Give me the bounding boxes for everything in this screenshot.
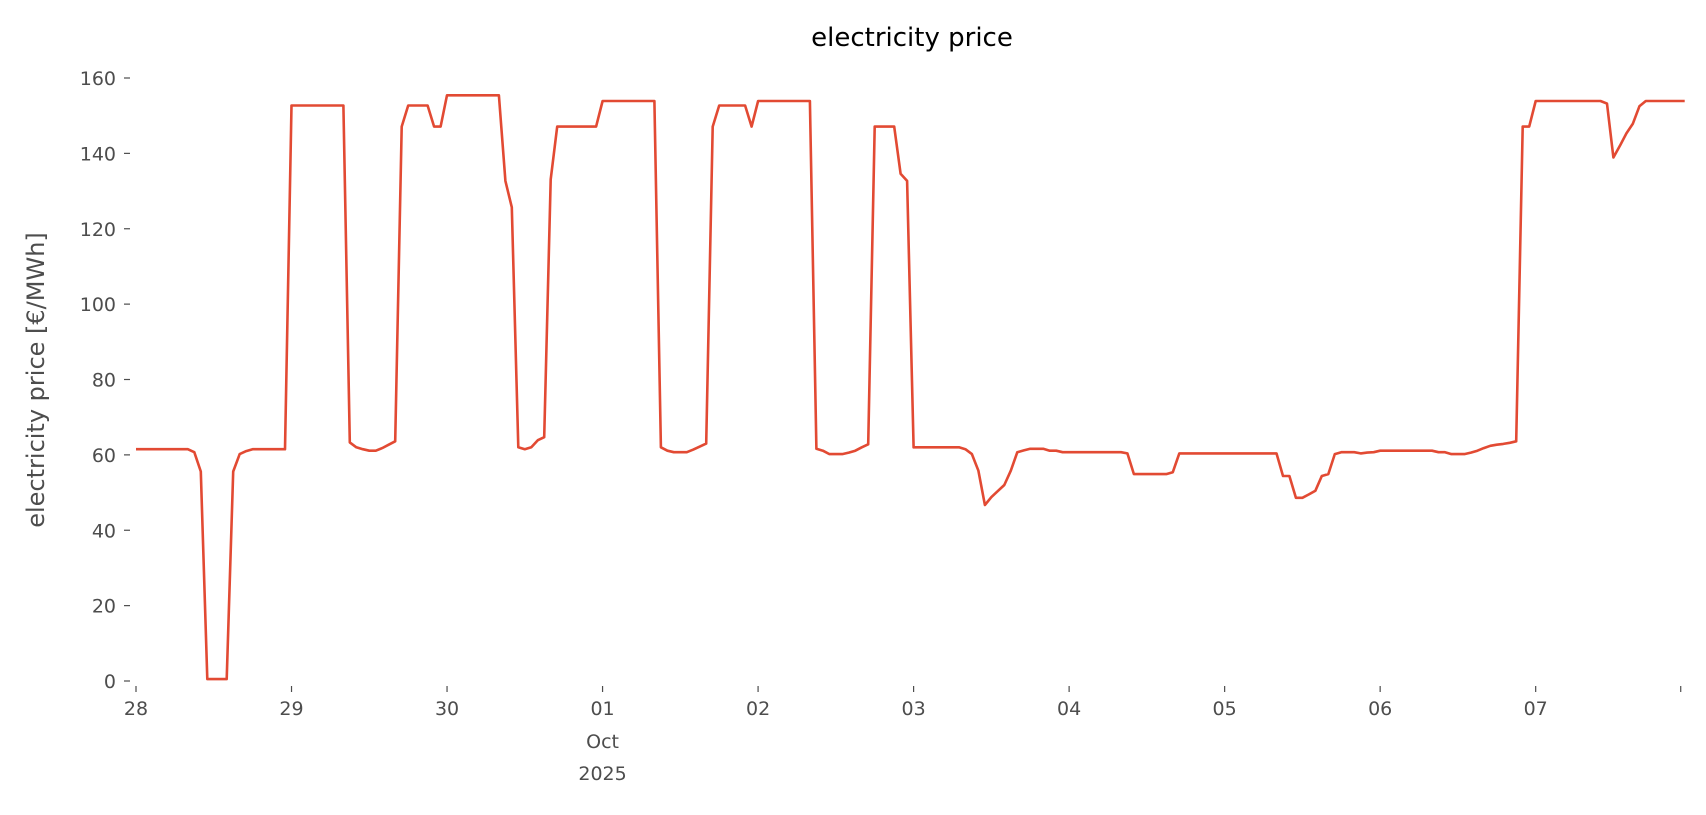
x-tick-year-label: 2025 <box>578 763 626 785</box>
y-axis: 0 20 40 60 80 100 120 140 160 <box>80 68 130 693</box>
x-tick-label: 04 <box>1057 698 1081 720</box>
x-tick-month-label: Oct <box>586 731 619 753</box>
x-tick-label: 03 <box>902 698 926 720</box>
x-tick-label: 02 <box>746 698 770 720</box>
chart-title: electricity price <box>811 23 1013 53</box>
x-tick-label: 29 <box>279 698 303 720</box>
y-tick-label: 100 <box>80 294 116 316</box>
y-tick-label: 140 <box>80 143 116 165</box>
x-tick-label: 01 <box>590 698 614 720</box>
x-tick-label: 28 <box>124 698 148 720</box>
y-tick-label: 160 <box>80 68 116 90</box>
x-tick-label: 30 <box>435 698 459 720</box>
y-tick-label: 80 <box>92 370 116 392</box>
y-tick-label: 20 <box>92 596 116 618</box>
x-tick-label: 07 <box>1524 698 1548 720</box>
price-series-line <box>136 94 1685 681</box>
y-tick-label: 120 <box>80 219 116 241</box>
y-tick-label: 40 <box>92 520 116 542</box>
y-tick-label: 0 <box>104 671 116 693</box>
x-tick-label: 06 <box>1368 698 1392 720</box>
x-axis: 28 29 30 01 Oct 2025 02 03 04 05 06 07 <box>124 686 1682 785</box>
y-axis-label: electricity price [€/MWh] <box>22 232 50 528</box>
x-tick-label: 05 <box>1213 698 1237 720</box>
y-tick-label: 60 <box>92 445 116 467</box>
